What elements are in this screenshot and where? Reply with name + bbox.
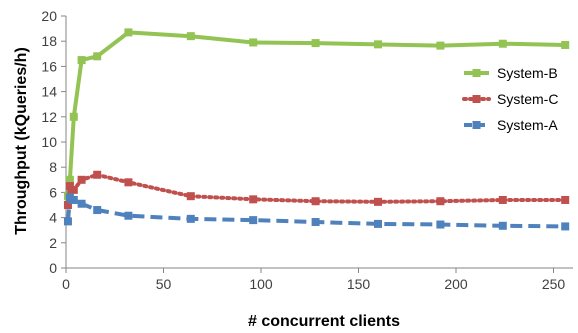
x-tick-label: 150 <box>347 276 371 292</box>
legend-label: System-A <box>497 117 558 133</box>
y-tick-label: 10 <box>41 134 57 150</box>
series-system-a <box>63 193 570 231</box>
y-axis-title: Throughput (kQueries/h) <box>13 47 30 235</box>
y-tick-label: 4 <box>49 210 57 226</box>
x-tick-label: 250 <box>542 276 566 292</box>
y-axis-ticks: 0 2 4 6 8 10 12 14 16 18 20 <box>41 8 66 276</box>
data-point <box>93 52 102 61</box>
y-tick-label: 8 <box>49 159 57 175</box>
x-tick-label: 0 <box>62 276 70 292</box>
data-point <box>498 221 507 230</box>
y-tick-label: 14 <box>41 84 57 100</box>
data-point <box>498 39 507 48</box>
data-point <box>65 175 74 184</box>
y-tick-label: 12 <box>41 109 57 125</box>
data-point <box>249 216 258 225</box>
series-layer <box>63 28 570 231</box>
data-point <box>124 178 133 187</box>
legend-marker <box>472 121 481 129</box>
data-point <box>561 195 570 204</box>
data-point <box>186 214 195 223</box>
data-point <box>436 220 445 229</box>
y-tick-label: 20 <box>41 8 57 24</box>
data-point <box>311 39 320 48</box>
data-point <box>374 40 382 49</box>
data-point <box>561 222 570 231</box>
data-point <box>69 195 78 204</box>
data-point <box>436 197 445 206</box>
data-point <box>77 175 86 184</box>
x-axis-ticks: 0 50 100 150 200 250 <box>62 268 565 292</box>
data-point <box>186 32 195 41</box>
legend-item: System-C <box>462 91 558 107</box>
series-system-b <box>63 28 570 201</box>
legend-item: System-B <box>464 65 558 81</box>
data-point <box>561 40 570 49</box>
y-tick-label: 2 <box>49 235 57 251</box>
y-tick-label: 6 <box>49 184 57 200</box>
y-tick-label: 0 <box>49 260 57 276</box>
data-point <box>93 170 102 179</box>
data-point <box>77 199 86 208</box>
data-point <box>311 197 320 206</box>
data-point <box>77 56 86 65</box>
data-point <box>63 217 72 226</box>
data-point <box>436 41 445 50</box>
data-point <box>374 219 382 228</box>
series-line <box>66 30 566 197</box>
data-point <box>93 206 102 215</box>
data-point <box>374 197 382 206</box>
x-tick-label: 100 <box>249 276 273 292</box>
data-point <box>69 185 78 194</box>
legend-marker <box>472 69 481 77</box>
series-system-c <box>63 170 570 209</box>
data-point <box>63 201 72 209</box>
data-point <box>69 112 78 121</box>
legend-item: System-A <box>464 117 558 133</box>
legend-marker <box>472 95 481 103</box>
data-point <box>124 211 133 220</box>
y-tick-label: 18 <box>41 33 57 49</box>
x-tick-label: 200 <box>444 276 468 292</box>
data-point <box>249 195 258 204</box>
data-point <box>311 218 320 227</box>
x-axis-title: # concurrent clients <box>248 313 400 330</box>
x-tick-label: 50 <box>156 276 172 292</box>
data-point <box>124 28 133 37</box>
legend-label: System-C <box>497 91 558 107</box>
y-tick-label: 16 <box>41 58 57 74</box>
legend: System-B System-C System-A <box>462 65 558 133</box>
legend-label: System-B <box>497 65 558 81</box>
data-point <box>498 195 507 204</box>
data-point <box>249 38 258 47</box>
data-point <box>186 192 195 201</box>
